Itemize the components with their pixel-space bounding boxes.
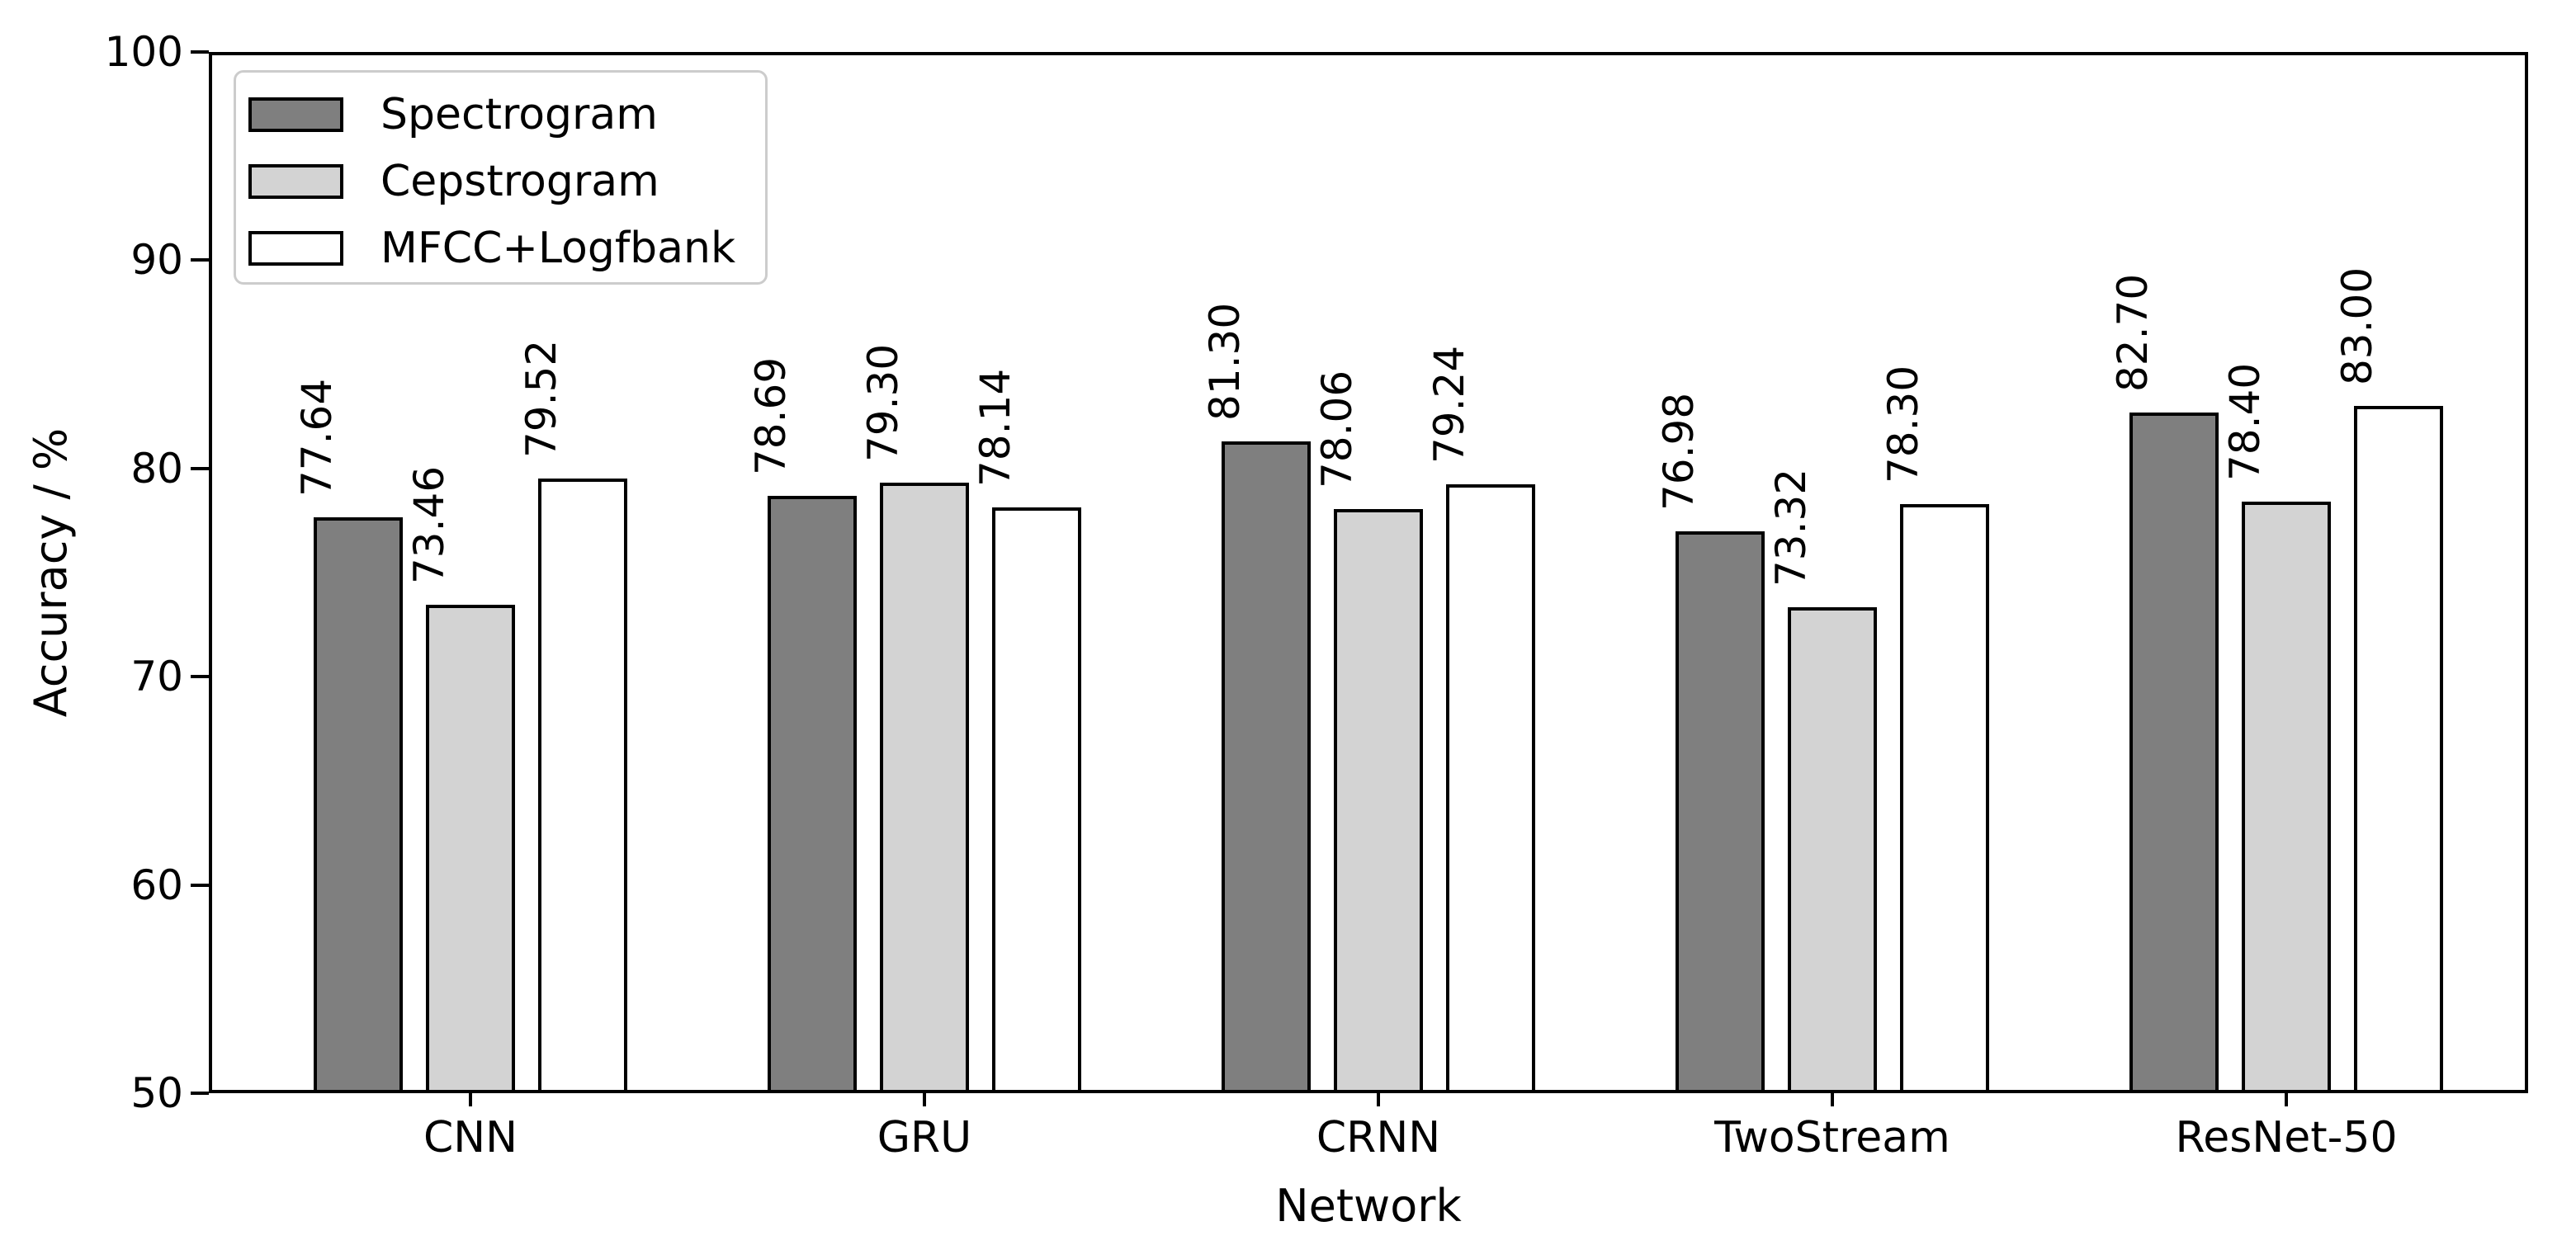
y-tick-label: 70 <box>130 653 183 701</box>
legend-label: Cepstrogram <box>380 157 659 206</box>
bar-value-label: 79.52 <box>518 339 565 458</box>
x-tick-label: CNN <box>423 1113 518 1162</box>
y-tick-label: 60 <box>130 861 183 909</box>
x-tick-mark <box>469 1093 472 1106</box>
bar-value-label: 79.24 <box>1425 345 1473 464</box>
legend-swatch-spectrogram <box>248 97 343 132</box>
bar-cepstrogram-crnn <box>1334 508 1423 1093</box>
y-tick-mark <box>191 1092 209 1095</box>
bar-mfcc-logfbank-gru <box>992 507 1081 1093</box>
bar-value-label: 78.40 <box>2221 363 2269 482</box>
bar-cepstrogram-resnet-50 <box>2242 502 2331 1093</box>
legend: Spectrogram Cepstrogram MFCC+Logfbank <box>234 70 768 285</box>
y-tick-label: 50 <box>130 1069 183 1117</box>
bar-value-label: 78.30 <box>1879 365 1927 483</box>
x-axis-title: Network <box>1275 1180 1462 1232</box>
y-axis-title: Accuracy / % <box>25 427 77 718</box>
bar-mfcc-logfbank-twostream <box>1900 503 1989 1093</box>
bar-value-label: 76.98 <box>1655 392 1703 512</box>
bar-value-label: 73.32 <box>1767 469 1815 587</box>
y-tick-label: 100 <box>104 28 183 76</box>
bar-mfcc-logfbank-cnn <box>538 478 627 1093</box>
bar-spectrogram-resnet-50 <box>2129 412 2219 1093</box>
legend-swatch-mfcc-logfbank <box>248 231 343 266</box>
bar-cepstrogram-gru <box>880 483 969 1093</box>
y-tick-mark <box>191 50 209 54</box>
legend-swatch-cepstrogram <box>248 164 343 199</box>
x-tick-mark <box>1377 1093 1380 1106</box>
bar-value-label: 79.30 <box>859 344 907 463</box>
bar-cepstrogram-twostream <box>1788 607 1877 1093</box>
bar-value-label: 78.06 <box>1313 370 1361 488</box>
legend-label: Spectrogram <box>380 90 658 139</box>
y-tick-mark <box>191 466 209 470</box>
bar-value-label: 78.14 <box>971 368 1019 487</box>
bar-spectrogram-gru <box>768 495 857 1093</box>
bar-cepstrogram-cnn <box>426 604 515 1093</box>
x-tick-label: TwoStream <box>1714 1113 1950 1162</box>
legend-label: MFCC+Logfbank <box>380 224 736 273</box>
y-tick-label: 80 <box>130 444 183 493</box>
bar-value-label: 83.00 <box>2333 266 2381 386</box>
bar-mfcc-logfbank-resnet-50 <box>2354 406 2443 1093</box>
y-tick-mark <box>191 675 209 679</box>
x-tick-mark <box>2285 1093 2288 1106</box>
bar-value-label: 81.30 <box>1201 302 1249 421</box>
y-tick-mark <box>191 258 209 262</box>
x-tick-label: ResNet-50 <box>2175 1113 2398 1162</box>
bar-spectrogram-crnn <box>1222 441 1311 1093</box>
bar-mfcc-logfbank-crnn <box>1446 483 1535 1093</box>
y-tick-mark <box>191 883 209 887</box>
bar-value-label: 82.70 <box>2109 273 2157 392</box>
bar-spectrogram-twostream <box>1676 531 1765 1093</box>
y-tick-label: 90 <box>130 236 183 285</box>
x-tick-label: CRNN <box>1316 1113 1441 1162</box>
x-tick-label: GRU <box>877 1113 972 1162</box>
bar-spectrogram-cnn <box>314 517 403 1093</box>
bar-value-label: 78.69 <box>747 356 795 475</box>
bar-value-label: 73.46 <box>405 465 453 584</box>
x-tick-mark <box>923 1093 926 1106</box>
bar-value-label: 77.64 <box>293 379 341 498</box>
x-tick-mark <box>1831 1093 1834 1106</box>
